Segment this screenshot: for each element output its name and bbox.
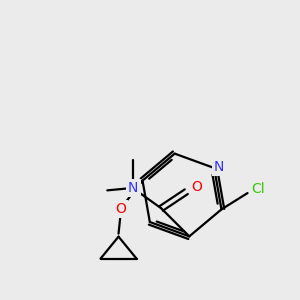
Text: N: N bbox=[128, 182, 139, 195]
Text: O: O bbox=[115, 202, 126, 216]
Text: Cl: Cl bbox=[252, 182, 265, 197]
Text: N: N bbox=[214, 160, 224, 174]
Text: O: O bbox=[191, 180, 202, 194]
